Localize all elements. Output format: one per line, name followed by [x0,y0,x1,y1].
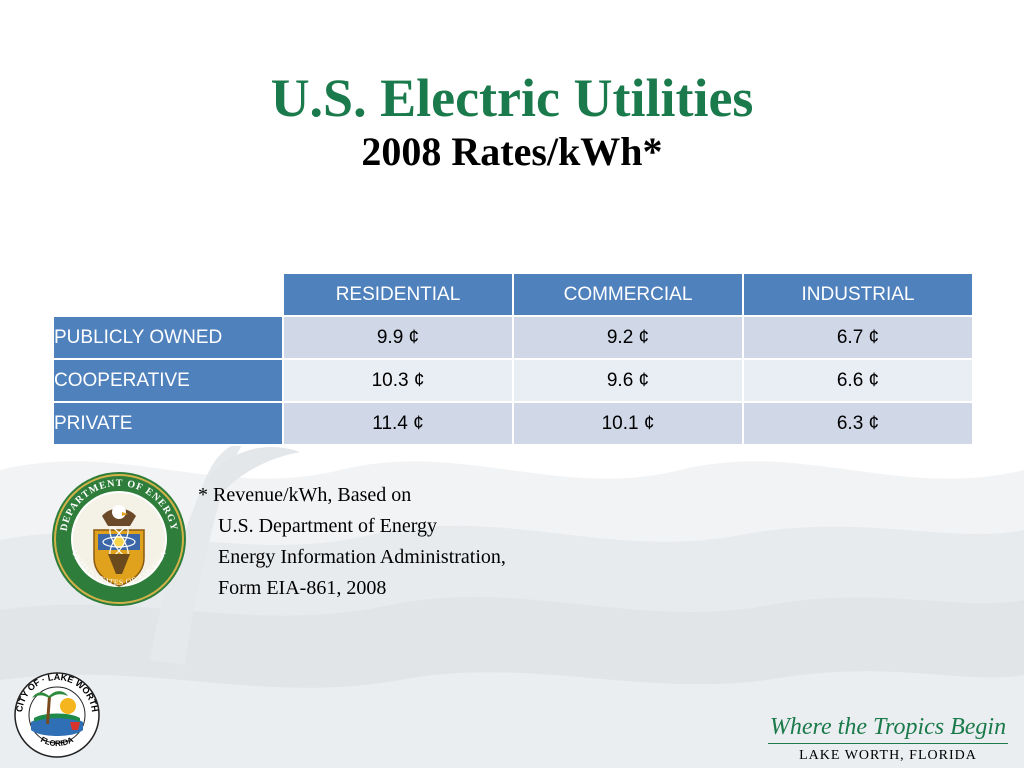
footnote-line: Energy Information Administration, [218,546,506,568]
column-header-commercial: COMMERCIAL [512,272,744,317]
slide-title: U.S. Electric Utilities [270,68,754,128]
rates-table: RESIDENTIAL COMMERCIAL INDUSTRIAL PUBLIC… [52,272,974,446]
table-cell: 10.1 ¢ [512,401,744,446]
footnote: * Revenue/kWh, Based on U.S. Department … [198,480,506,604]
column-header-residential: RESIDENTIAL [282,272,514,317]
table-cell: 10.3 ¢ [282,358,514,403]
table-row: PRIVATE 11.4 ¢ 10.1 ¢ 6.3 ¢ [52,401,974,446]
tagline: Where the Tropics Begin LAKE WORTH, FLOR… [768,713,1008,764]
footnote-line: * Revenue/kWh, Based on [198,484,412,506]
footnote-line: U.S. Department of Energy [218,515,438,537]
table-cell: 9.6 ¢ [512,358,744,403]
table-header-row: RESIDENTIAL COMMERCIAL INDUSTRIAL [52,272,974,317]
table-cell: 6.7 ¢ [742,315,974,360]
city-of-lake-worth-logo-icon: CITY OF · LAKE WORTH FLORIDA [14,672,100,758]
table-cell: 6.3 ¢ [742,401,974,446]
department-of-energy-seal-icon: DEPARTMENT OF ENERGY UNITED STATES OF AM… [52,472,186,606]
tagline-city: LAKE WORTH, FLORIDA [799,748,977,763]
row-header-private: PRIVATE [52,401,284,446]
row-header-publicly-owned: PUBLICLY OWNED [52,315,284,360]
table-row: COOPERATIVE 10.3 ¢ 9.6 ¢ 6.6 ¢ [52,358,974,403]
row-header-cooperative: COOPERATIVE [52,358,284,403]
column-header-industrial: INDUSTRIAL [742,272,974,317]
tagline-divider [768,743,1008,744]
table-cell: 11.4 ¢ [282,401,514,446]
table-cell: 9.2 ¢ [512,315,744,360]
footnote-line: Form EIA-861, 2008 [218,577,387,599]
table-corner-cell [52,272,284,317]
svg-text:FLORIDA: FLORIDA [39,735,75,748]
slide-subtitle: 2008 Rates/kWh* [361,129,663,174]
table-cell: 6.6 ¢ [742,358,974,403]
table-cell: 9.9 ¢ [282,315,514,360]
table-row: PUBLICLY OWNED 9.9 ¢ 9.2 ¢ 6.7 ¢ [52,315,974,360]
tagline-script: Where the Tropics Begin [769,714,1007,740]
